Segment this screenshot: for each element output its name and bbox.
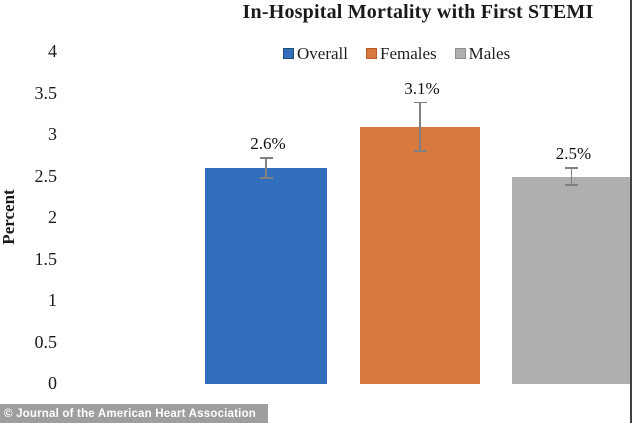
error-bar-part [259,157,273,159]
legend-label: Overall [297,44,348,63]
error-bar-part [565,167,578,169]
y-tick-label: 1 [48,290,57,310]
y-tick-label: 2.5 [34,165,58,186]
copyright-bar: © Journal of the American Heart Associat… [0,404,268,423]
legend-item-overall: Overall [283,45,348,62]
y-tick-label: 0.5 [34,331,58,352]
error-bar-males [565,167,578,186]
error-bar-part [413,150,427,152]
error-bar-part [419,101,421,152]
legend-item-females: Females [365,44,437,63]
error-bar-females [413,101,427,152]
data-label: 2.6% [250,134,286,154]
error-bar-part [259,177,273,179]
y-tick-label: 3.5 [34,82,58,103]
bar-overall [205,168,327,384]
legend-label: Males [468,44,511,63]
error-bar-part [413,101,427,104]
error-bar-part [565,184,578,186]
data-label: 3.1% [404,78,440,98]
bar-females [360,126,480,384]
legend: Overall Females Males [283,45,510,62]
error-bar-overall [259,157,273,179]
legend-swatch-icon [365,48,377,59]
legend-item-males: Males [454,44,511,63]
bar-males [512,176,631,384]
error-bar-part [570,167,573,186]
y-tick-label: 2 [48,207,57,227]
copyright-text: © Journal of the American Heart Associat… [4,407,257,420]
error-bar-part [265,157,267,179]
legend-label: Females [379,44,437,63]
legend-swatch-icon [283,48,294,59]
legend-swatch-icon [454,48,466,59]
y-tick-label: 3 [48,124,57,144]
y-tick-label: 4 [48,41,57,61]
chart-title: In-Hospital Mortality with First STEMI [242,1,594,23]
y-tick-label: 1.5 [34,248,58,269]
y-tick-label: 0 [48,373,57,393]
right-border-line [630,0,632,423]
data-label: 2.5% [555,144,592,164]
